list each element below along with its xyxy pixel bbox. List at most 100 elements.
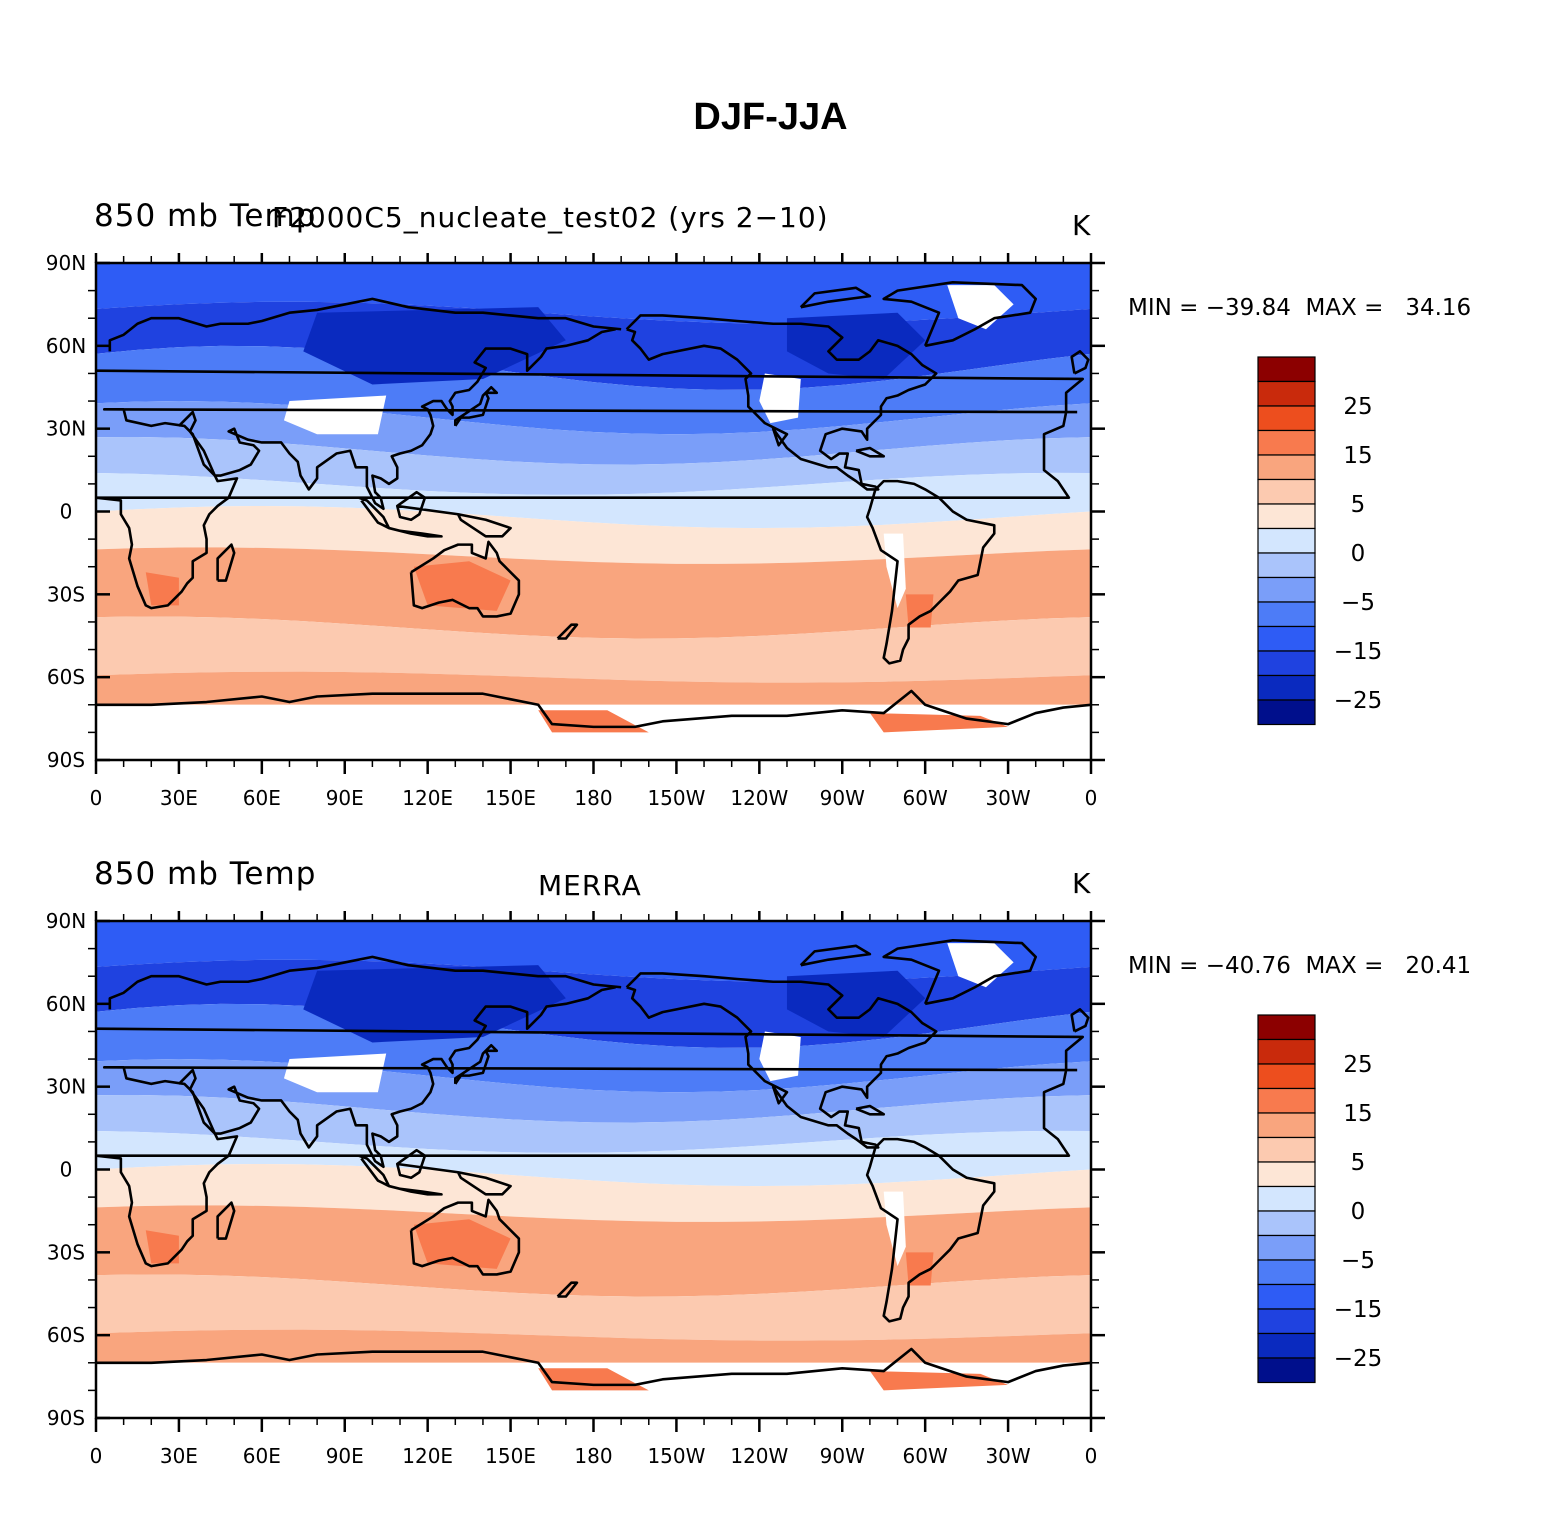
colorbar-swatch (1257, 1332, 1316, 1359)
lat-tick-label: 90N (46, 251, 86, 275)
british-isles-coastline (1070, 1008, 1090, 1033)
south-africa-warm (145, 1230, 179, 1264)
indonesia-coastline (358, 1154, 443, 1196)
south-america-coastline (865, 1137, 996, 1323)
colorbar-swatch (1257, 699, 1316, 726)
lon-tick-label: 120E (402, 1444, 453, 1468)
arctic-islands-coastline (799, 944, 872, 967)
tibet-missing (283, 395, 387, 435)
colorbar-swatch (1257, 1283, 1316, 1310)
lat-tick-label: 30N (46, 1075, 86, 1099)
lon-tick-label: 120W (730, 1444, 788, 1468)
temp-band (96, 1205, 1091, 1297)
colorbar-label: 25 (1343, 1052, 1372, 1078)
colorbar-swatch (1257, 1259, 1316, 1286)
lat-tick-label: 60S (47, 1323, 85, 1347)
lat-tick-label: 0 (60, 500, 73, 524)
colorbar-swatch (1257, 601, 1316, 628)
colorbar-label: −5 (1341, 590, 1375, 616)
colorbar-swatch (1257, 1063, 1316, 1090)
colorbar-swatch (1257, 1112, 1316, 1139)
colorbar-label: −25 (1334, 688, 1383, 714)
units-label: K (1072, 867, 1091, 900)
siberia-cold-ring (303, 965, 566, 1043)
borneo-newguinea-coastline (395, 1148, 512, 1196)
lon-tick-label: 60W (903, 1444, 948, 1468)
antarctica-coastline (96, 689, 1091, 729)
lat-tick-label: 0 (60, 1158, 73, 1182)
colorbar-swatch (1257, 576, 1316, 603)
colorbar: 25 15 5 0 −5 −15 −25 (1257, 1014, 1383, 1384)
lon-tick-label: 0 (1085, 786, 1098, 810)
lon-tick-label: 30E (160, 786, 198, 810)
colorbar-swatch (1257, 1308, 1316, 1335)
north-america-coastline (625, 314, 938, 491)
panel-case-title: F2000C5_nucleate_test02 (yrs 2−10) (272, 201, 829, 234)
lon-tick-label: 90E (326, 786, 364, 810)
lon-tick-label: 30E (160, 1444, 198, 1468)
temp-band (96, 1274, 1091, 1341)
colorbar-swatch (1257, 1038, 1316, 1065)
colorbar-swatch (1257, 356, 1316, 383)
lon-tick-label: 60E (243, 786, 281, 810)
colorbar-swatch (1257, 1185, 1316, 1212)
colorbar-label: −15 (1334, 1297, 1383, 1323)
borneo-newguinea-coastline (395, 490, 512, 538)
weddell-sea-warm (869, 713, 1009, 733)
japan-coastline (454, 1043, 499, 1085)
lon-tick-label: 150E (485, 786, 536, 810)
tibet-missing (283, 1053, 387, 1093)
andes-missing (883, 533, 906, 609)
temp-band (96, 472, 1091, 529)
colorbar-label: −5 (1341, 1248, 1375, 1274)
colorbar-swatch (1257, 405, 1316, 432)
caribbean-coastline (855, 446, 886, 458)
canada-cold-core (786, 970, 926, 1037)
colorbar-swatch (1257, 1014, 1316, 1041)
panel-model: 90N 60N 30N 0 30S 60S 90S 0 30E 60E 90E 120E 150E 180… (0, 195, 1541, 845)
lon-tick-label: 60E (243, 1444, 281, 1468)
argentina-warm (905, 594, 934, 628)
temp-band (96, 671, 1091, 705)
south-america-coastline (865, 479, 996, 665)
temp-band (96, 1163, 1091, 1222)
panel-variable-title: 850 mb Temp (94, 198, 317, 234)
lon-tick-label: 60W (903, 786, 948, 810)
panel-case-title: MERRA (538, 869, 642, 902)
temp-band (96, 505, 1091, 564)
lat-tick-label: 60S (47, 665, 85, 689)
british-isles-coastline (1070, 350, 1090, 375)
colorbar-swatch (1257, 1161, 1316, 1188)
colorbar-swatch (1257, 527, 1316, 554)
australia-warm (413, 561, 511, 611)
canada-cold-core (786, 312, 926, 379)
new-zealand-coastline (556, 623, 579, 640)
madagascar-coastline (216, 1201, 236, 1240)
australia-coastline (409, 1198, 521, 1276)
lon-tick-label: 30W (985, 1444, 1030, 1468)
argentina-warm (905, 1252, 934, 1286)
lon-tick-label: 90W (820, 786, 865, 810)
colorbar-label: 0 (1351, 541, 1366, 567)
min-max-stats: MIN = −39.84 MAX = 34.16 (1128, 295, 1472, 321)
colorbar-swatch (1257, 478, 1316, 505)
lon-tick-label: 120W (730, 786, 788, 810)
figure-title: DJF-JJA (693, 96, 848, 138)
lon-tick-label: 150E (485, 1444, 536, 1468)
lat-tick-label: 60N (46, 992, 86, 1016)
temp-band (96, 547, 1091, 639)
temperature-field (96, 263, 1091, 760)
panel-merra: 90N 60N 30N 0 30S 60S 90S 0 30E 60E 90E 120E 150E 180… (0, 853, 1541, 1503)
lon-tick-label: 0 (90, 1444, 103, 1468)
colorbar: 25 15 5 0 −5 −15 −25 (1257, 356, 1383, 726)
colorbar-label: 15 (1343, 1101, 1372, 1127)
colorbar-label: −25 (1334, 1346, 1383, 1372)
indonesia-coastline (358, 496, 443, 538)
siberia-cold-ring (303, 307, 566, 385)
colorbar-swatch (1257, 625, 1316, 652)
lon-tick-label: 180 (574, 1444, 612, 1468)
units-label: K (1072, 209, 1091, 242)
